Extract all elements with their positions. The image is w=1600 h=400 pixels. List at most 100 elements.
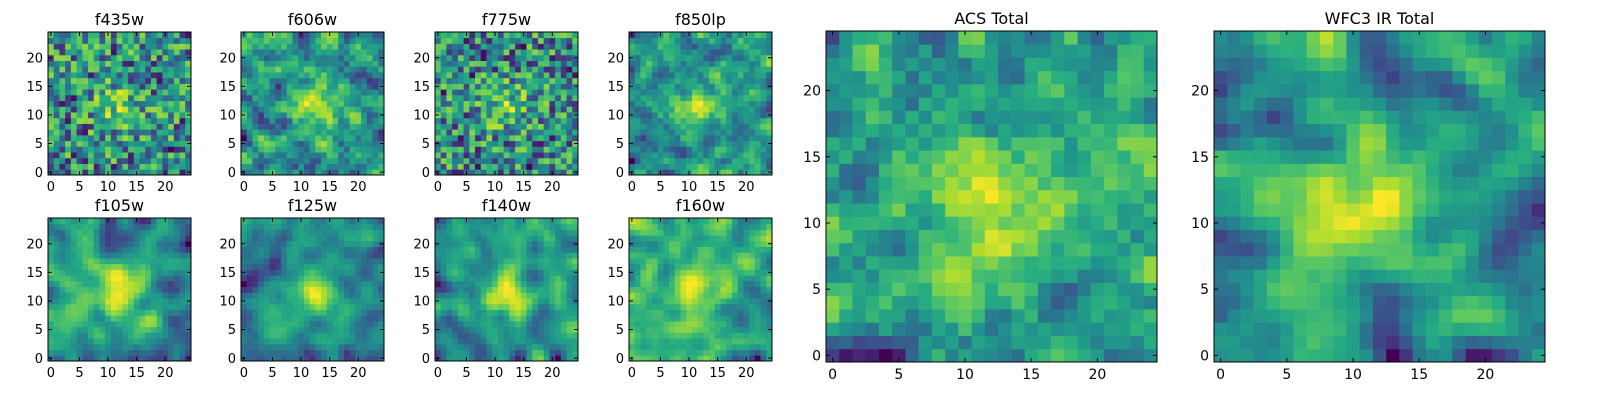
heatmap-cell [349, 146, 356, 153]
heatmap-cell [720, 117, 727, 124]
heatmap-cell [372, 169, 379, 176]
heatmap-cell [749, 89, 756, 96]
heatmap-cell [743, 309, 750, 316]
heatmap-cell [509, 218, 516, 225]
heatmap-cell [537, 43, 545, 50]
heatmap-cell [372, 100, 379, 107]
heatmap-cell [640, 163, 647, 170]
heatmap-cell [286, 77, 293, 84]
heatmap-cell [88, 54, 95, 61]
heatmap-cell [168, 263, 175, 270]
heatmap-cell [754, 49, 761, 56]
heatmap-cell [326, 258, 333, 265]
heatmap-cell [663, 146, 670, 153]
heatmap-cell [560, 355, 567, 362]
heatmap-cell [457, 298, 464, 305]
heatmap-cell [537, 32, 545, 39]
heatmap-cell [355, 117, 362, 124]
heatmap-cell [150, 269, 158, 276]
heatmap-cell [133, 229, 140, 236]
heatmap-cell [309, 349, 316, 356]
heatmap-cell [503, 43, 510, 50]
heatmap-cell [65, 315, 72, 322]
heatmap-cell [366, 320, 373, 328]
heatmap-cell [549, 89, 556, 96]
heatmap-cell [463, 49, 470, 56]
heatmap-cell [246, 77, 253, 84]
heatmap-cell [674, 152, 681, 159]
heatmap-cell [105, 343, 112, 350]
heatmap-cell [475, 286, 482, 293]
heatmap-cell [252, 72, 259, 79]
heatmap-cell [65, 72, 72, 79]
heatmap-cell [691, 152, 699, 159]
heatmap-cell [697, 152, 704, 159]
heatmap-cell [657, 66, 664, 73]
heatmap-cell [492, 72, 499, 79]
heatmap-cell [343, 83, 351, 90]
heatmap-cell [537, 49, 545, 56]
heatmap-cell [749, 146, 756, 153]
heatmap-cell [640, 94, 647, 102]
heatmap-cell [361, 223, 368, 230]
heatmap-cell [469, 349, 476, 356]
heatmap-cell [532, 100, 539, 107]
heatmap-cell [309, 326, 316, 333]
heatmap-cell [332, 77, 339, 84]
heatmap-cell [150, 77, 158, 84]
heatmap-cell [520, 309, 527, 316]
heatmap-cell [139, 338, 146, 345]
heatmap-cell [520, 100, 527, 107]
heatmap-cell [76, 280, 83, 288]
heatmap-cell [520, 298, 527, 305]
heatmap-cell [269, 66, 276, 73]
heatmap-cell [349, 320, 356, 328]
heatmap-cell [457, 258, 464, 265]
heatmap-cell [309, 117, 316, 124]
heatmap-cell [475, 134, 482, 142]
heatmap-cell [480, 252, 487, 259]
heatmap-cell [754, 72, 761, 79]
heatmap-cell [258, 252, 265, 259]
heatmap-cell [703, 298, 710, 305]
heatmap-cell [703, 286, 710, 293]
heatmap-cell [286, 134, 293, 142]
heatmap-cell [252, 66, 259, 73]
heatmap-cell [515, 246, 522, 253]
heatmap-cell [560, 263, 567, 270]
heatmap-cell [366, 349, 373, 356]
heatmap-cell [173, 223, 180, 230]
heatmap-cell [492, 106, 499, 113]
heatmap-cell [150, 338, 158, 345]
heatmap-cell [258, 117, 265, 124]
heatmap-cell [110, 246, 118, 253]
heatmap-cell [509, 43, 516, 50]
heatmap-cell [88, 303, 95, 310]
heatmap-cell [162, 140, 169, 147]
heatmap-cell [640, 157, 647, 164]
heatmap-cell [150, 72, 158, 79]
heatmap-cell [145, 37, 152, 44]
heatmap-cell [133, 134, 140, 142]
heatmap-cell [669, 37, 676, 44]
heatmap-cell [93, 309, 100, 316]
heatmap-cell [139, 269, 146, 276]
heatmap-cell [269, 280, 276, 288]
heatmap-cell [258, 269, 265, 276]
heatmap-cell [76, 258, 83, 265]
heatmap-cell [703, 32, 710, 39]
heatmap-cell [572, 338, 579, 345]
heatmap-cell [110, 66, 118, 73]
heatmap-cell [315, 292, 322, 299]
heatmap-cell [315, 269, 322, 276]
heatmap-cell [440, 263, 447, 270]
heatmap-cell [526, 309, 533, 316]
heatmap-cell [355, 163, 362, 170]
heatmap-cell [82, 32, 89, 39]
heatmap-cell [760, 286, 767, 293]
heatmap-cell [321, 72, 328, 79]
heatmap-cell [82, 94, 89, 102]
heatmap-cell [315, 77, 322, 84]
heatmap-cell [469, 246, 476, 253]
heatmap-cell [726, 32, 733, 39]
